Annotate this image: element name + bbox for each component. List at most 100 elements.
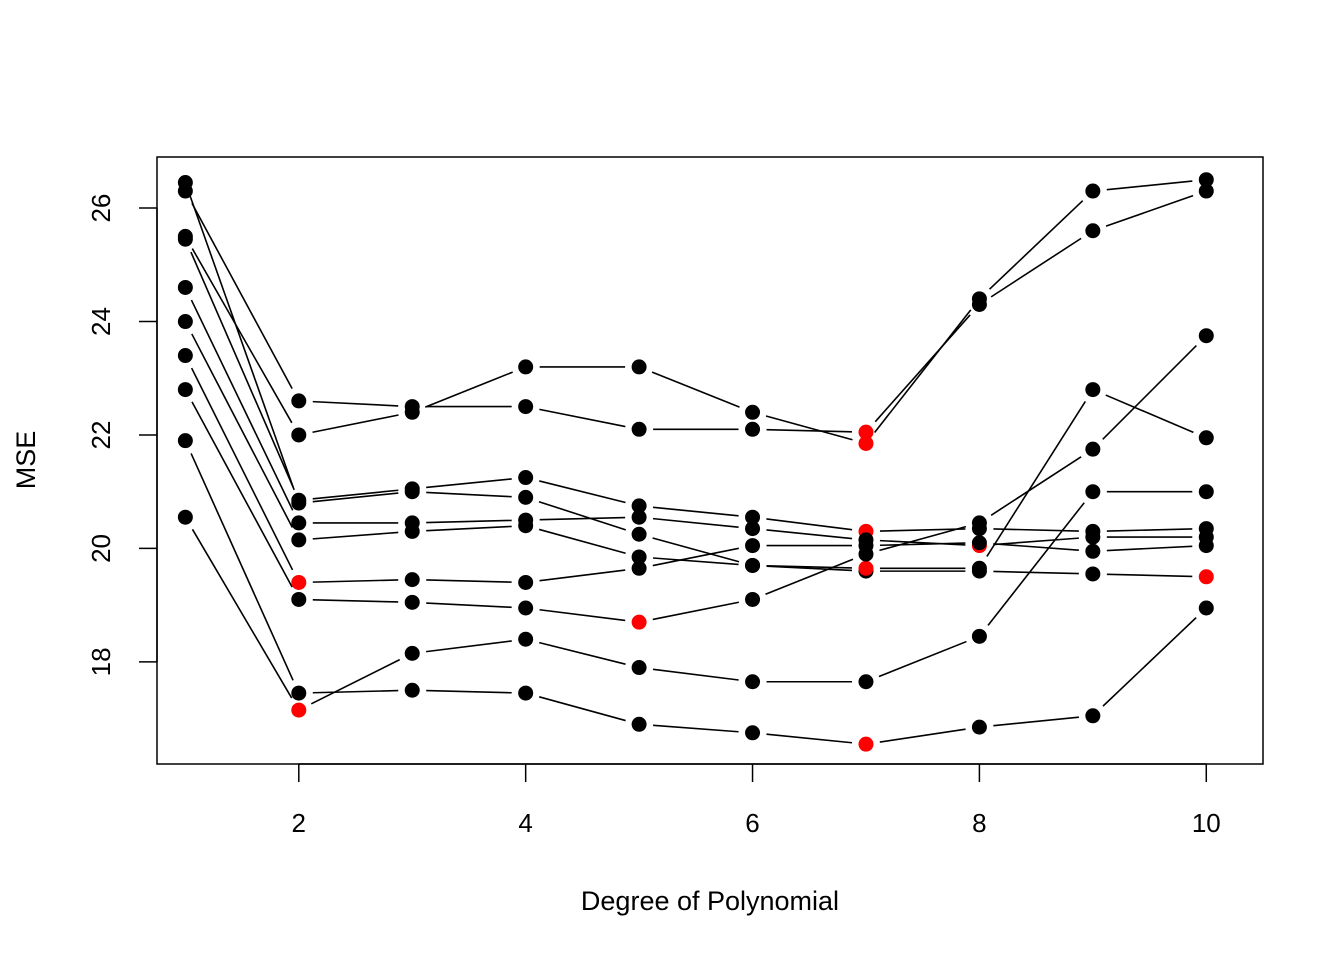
y-tick-label-22: 22 [86,421,116,450]
series-7-min-point [291,574,307,590]
series-1-segment-2 [312,400,399,407]
series-7-segment-8 [993,543,1079,552]
series-3-point-4 [518,489,534,505]
y-tick-label-26: 26 [86,194,116,223]
x-tick-label-6: 6 [745,808,759,838]
series-7-point-10 [1198,538,1214,554]
series-1-segment-8 [990,237,1082,298]
series-1-segment-9 [1105,194,1194,227]
series-9-segment-3 [426,689,512,694]
series-4-segment-3 [426,478,512,489]
series-8-point-8 [971,515,987,531]
series-4-point-3 [404,481,420,497]
series-8-point-2 [291,591,307,607]
series-3-segment-5 [652,537,740,563]
series-4-segment-1 [190,251,294,488]
series-4-point-2 [291,492,307,508]
series-6-point-5 [631,549,647,565]
x-tick-label-4: 4 [518,808,532,838]
series-6-point-3 [404,523,420,539]
series-8-segment-8 [990,456,1082,516]
series-8-point-6 [745,591,761,607]
series-10-point-9 [1085,484,1101,500]
series-10-min-point [291,702,307,718]
series-9-point-9 [1085,708,1101,724]
series-5-segment-8 [993,537,1079,546]
series-5-point-6 [745,521,761,537]
series-1-point-2 [291,393,307,409]
series-9-segment-5 [653,724,739,733]
x-axis-label: Degree of Polynomial [581,886,839,916]
series-5-segment-3 [426,519,512,524]
series-2-point-4 [518,359,534,375]
series-1-point-4 [518,399,534,415]
series-2-segment-7 [873,309,972,433]
y-tick-label-18: 18 [86,647,116,676]
series-6-point-2 [291,532,307,548]
plot-frame [156,156,1264,765]
series-2-point-10 [1198,172,1214,188]
series-9-point-2 [291,685,307,701]
series-6-point-9 [1085,382,1101,398]
series-10-segment-7 [878,640,967,678]
series-5-segment-4 [539,516,626,521]
x-tick-label-10: 10 [1192,808,1221,838]
series-9-segment-4 [538,696,626,722]
series-8-segment-9 [1102,345,1197,440]
series-10-segment-2 [310,658,401,705]
series-7-segment-4 [539,569,626,582]
series-3-segment-9 [1106,573,1193,578]
series-2-point-5 [631,359,647,375]
series-9-segment-6 [766,733,853,744]
series-3-segment-3 [426,491,512,498]
y-tick-label-24: 24 [86,307,116,336]
series-10-point-10 [1198,484,1214,500]
series-9-point-1 [177,433,193,449]
series-3-segment-4 [538,500,627,531]
series-7-point-5 [631,560,647,576]
series-2-segment-1 [191,248,293,424]
series-4-segment-7 [879,528,966,532]
series-10-segment-8 [987,502,1085,626]
series-7-point-8 [971,535,987,551]
series-9-point-6 [745,725,761,741]
series-6-segment-5 [653,557,739,566]
series-5-point-1 [177,279,193,295]
series-9-segment-8 [993,716,1079,727]
series-8-point-9 [1085,441,1101,457]
series-6-segment-6 [766,564,852,569]
series-8-point-10 [1198,328,1214,344]
series-2-point-6 [745,404,761,420]
series-6-point-8 [971,560,987,576]
series-3-segment-8 [993,570,1079,575]
series-2-point-3 [404,404,420,420]
series-3-segment-1 [189,195,295,491]
series-1-point-5 [631,421,647,437]
series-7-segment-2 [312,579,399,583]
series-8-point-1 [177,382,193,398]
series-8-segment-2 [312,599,399,603]
series-8-segment-5 [652,601,739,621]
series-lines [189,180,1197,744]
series-3-point-5 [631,526,647,542]
series-1-point-6 [745,421,761,437]
x-axis: 2 4 6 8 10 [292,763,1221,838]
series-5-segment-1 [190,299,294,511]
series-2-point-2 [291,427,307,443]
series-4-segment-8 [993,528,1079,532]
series-8-segment-7 [879,525,967,552]
series-5-segment-6 [766,529,853,540]
series-8-segment-3 [426,602,512,609]
series-7-point-9 [1085,543,1101,559]
series-9-segment-9 [1102,617,1197,707]
series-9-point-8 [971,719,987,735]
series-7-segment-9 [1106,545,1193,552]
series-1-segment-6 [766,428,852,433]
series-8-point-3 [404,594,420,610]
series-1-segment-7 [874,314,971,423]
series-5-segment-5 [652,517,739,528]
series-10-segment-1 [191,528,293,699]
series-4-segment-9 [1106,528,1193,532]
series-9-point-3 [404,682,420,698]
